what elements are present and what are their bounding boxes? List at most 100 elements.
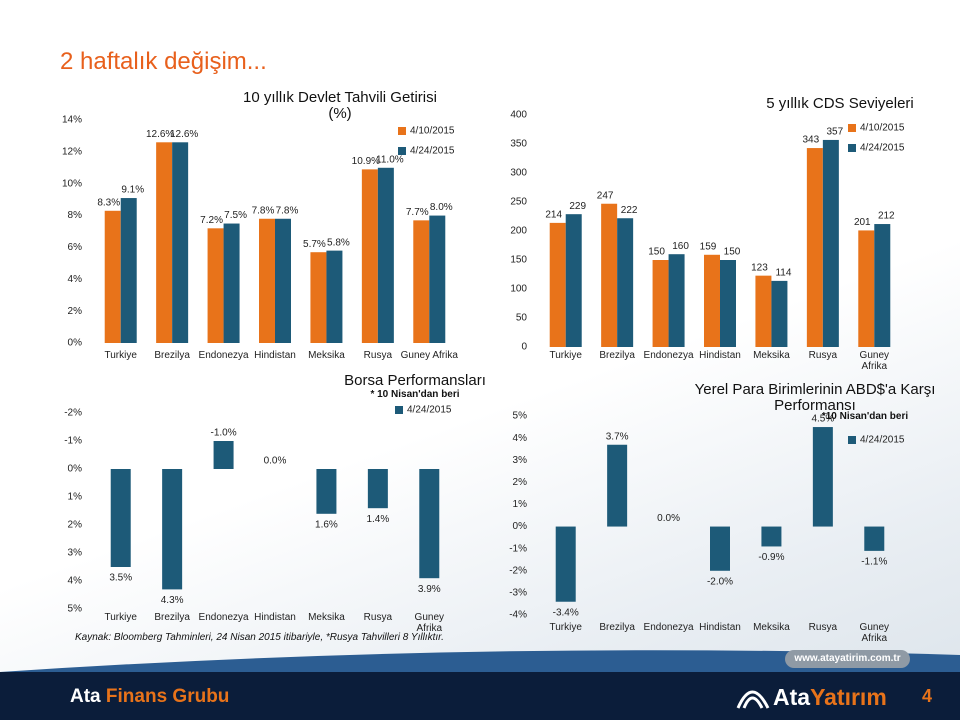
- x-tick-label: Brezilya: [599, 350, 635, 361]
- value-label: 229: [569, 201, 586, 212]
- legend-swatch: [848, 436, 856, 444]
- source-note: Kaynak: Bloomberg Tahminleri, 24 Nisan 2…: [75, 632, 444, 643]
- bar: [761, 526, 782, 547]
- y-tick-label: -1%: [64, 436, 82, 447]
- y-tick-label: 200: [510, 226, 527, 237]
- bar: [601, 203, 618, 347]
- value-label: 11.0%: [376, 154, 404, 165]
- y-tick-label: 0: [521, 342, 527, 353]
- value-label: 5.7%: [303, 239, 326, 250]
- y-tick-label: -1%: [509, 543, 527, 554]
- bar: [668, 254, 685, 347]
- y-tick-label: 400: [510, 110, 527, 121]
- value-label: 7.5%: [224, 210, 247, 221]
- y-tick-label: 1%: [68, 492, 83, 503]
- value-label: 4.5%: [811, 414, 834, 425]
- value-label: 12.6%: [170, 129, 198, 140]
- legend-label: 4/10/2015: [860, 123, 905, 134]
- value-label: -1.1%: [861, 557, 887, 568]
- x-tick-label: Hindistan: [699, 350, 741, 361]
- x-tick-label: Hindistan: [699, 622, 741, 633]
- chart-title: 10 yıllık Devlet Tahvili Getirisi (%): [243, 89, 437, 122]
- brand-left: Ata: [70, 686, 101, 707]
- x-tick-label: Guney Afrika: [859, 350, 890, 372]
- value-label: 222: [621, 205, 638, 216]
- value-label: 7.8%: [252, 205, 275, 216]
- value-label: 12.6%: [146, 129, 174, 140]
- x-tick-label: Brezilya: [154, 350, 190, 361]
- value-label: 214: [545, 210, 562, 221]
- legend-label: 4/24/2015: [860, 143, 905, 154]
- value-label: 3.5%: [109, 573, 132, 584]
- y-tick-label: 3%: [68, 548, 83, 559]
- logo-icon: [736, 690, 770, 709]
- value-label: 357: [827, 127, 844, 138]
- legend-swatch: [395, 406, 403, 414]
- y-tick-label: 10%: [62, 178, 82, 189]
- value-label: 150: [648, 247, 665, 258]
- value-label: 5.8%: [327, 237, 350, 248]
- x-tick-label: Guney Afrika: [400, 350, 458, 361]
- url-pill: [785, 650, 910, 668]
- bar: [864, 526, 885, 551]
- value-label: 7.7%: [406, 207, 429, 218]
- footer-bar: [0, 672, 960, 720]
- y-tick-label: 0%: [68, 464, 83, 475]
- x-tick-label: Endonezya: [643, 350, 694, 361]
- legend-swatch: [848, 144, 856, 152]
- chart-subtitle: *10 Nisan'dan beri: [821, 411, 909, 422]
- x-tick-label: Endonezya: [198, 350, 249, 361]
- value-label: -2.0%: [707, 576, 733, 587]
- brand-right: Finans Grubu: [105, 686, 230, 707]
- y-tick-label: 50: [516, 313, 528, 324]
- bar: [259, 218, 275, 343]
- x-tick-label: Brezilya: [154, 612, 190, 623]
- legend-label: 4/24/2015: [860, 435, 905, 446]
- value-label: 3.9%: [418, 584, 441, 595]
- y-tick-label: 4%: [513, 433, 528, 444]
- x-tick-label: Endonezya: [643, 622, 694, 633]
- value-label: 7.2%: [200, 215, 223, 226]
- x-tick-label: Hindistan: [254, 350, 296, 361]
- legend-label: 4/24/2015: [410, 146, 455, 157]
- chart-title: Yerel Para Birimlerinin ABD$'a Karşı Per…: [694, 381, 936, 414]
- y-tick-label: 100: [510, 284, 527, 295]
- y-tick-label: 2%: [513, 477, 528, 488]
- value-label: -1.0%: [211, 428, 237, 439]
- y-tick-label: 2%: [68, 306, 83, 317]
- y-tick-label: 5%: [68, 604, 83, 615]
- value-label: 123: [751, 262, 768, 273]
- y-tick-label: 6%: [68, 242, 83, 253]
- value-label: 0.0%: [264, 456, 287, 467]
- bar: [275, 218, 291, 343]
- bar: [207, 228, 224, 343]
- y-tick-label: 250: [510, 197, 527, 208]
- value-label: 343: [803, 135, 820, 146]
- y-tick-label: 4%: [68, 576, 83, 587]
- value-label: 3.7%: [606, 431, 629, 442]
- value-label: 8.0%: [430, 202, 453, 213]
- logo-right: Yatırım: [810, 684, 887, 710]
- value-label: 9.1%: [121, 185, 144, 196]
- y-tick-label: 350: [510, 139, 527, 150]
- legend-swatch: [848, 124, 856, 132]
- y-tick-label: 8%: [68, 210, 83, 221]
- bar: [429, 215, 446, 343]
- legend-swatch: [398, 147, 406, 155]
- bar: [156, 142, 173, 343]
- bar: [104, 210, 121, 343]
- bar: [710, 526, 730, 571]
- value-label: 212: [878, 211, 895, 222]
- slide-title: 2 haftalık değişim...: [60, 48, 267, 75]
- x-tick-label: Turkiye: [549, 622, 582, 633]
- bar: [326, 250, 343, 343]
- y-tick-label: 4%: [68, 274, 83, 285]
- x-tick-label: Turkiye: [104, 612, 137, 623]
- x-tick-label: Guney Afrika: [414, 612, 445, 634]
- x-tick-label: Hindistan: [254, 612, 296, 623]
- x-tick-label: Guney Afrika: [859, 622, 890, 644]
- chart-title: 5 yıllık CDS Seviyeleri: [766, 95, 914, 112]
- x-tick-label: Rusya: [808, 350, 838, 361]
- bar: [367, 469, 388, 509]
- y-tick-label: 5%: [513, 411, 528, 422]
